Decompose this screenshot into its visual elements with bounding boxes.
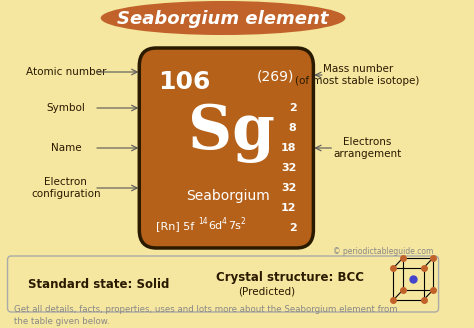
- Text: (269): (269): [257, 70, 294, 84]
- Text: 32: 32: [281, 183, 296, 193]
- Text: © periodictableguide.com: © periodictableguide.com: [333, 248, 433, 256]
- Text: Sg: Sg: [188, 103, 275, 163]
- Text: [Rn] 5f: [Rn] 5f: [156, 221, 194, 231]
- Text: 8: 8: [289, 123, 296, 133]
- FancyBboxPatch shape: [8, 256, 438, 312]
- Text: Mass number
(of most stable isotope): Mass number (of most stable isotope): [295, 64, 420, 86]
- Text: 106: 106: [158, 70, 210, 94]
- Text: Seaborgium element: Seaborgium element: [117, 10, 329, 28]
- Text: Electron
configuration: Electron configuration: [31, 177, 100, 199]
- Text: Crystal structure: BCC: Crystal structure: BCC: [217, 272, 365, 284]
- Text: 18: 18: [281, 143, 296, 153]
- Text: 14: 14: [199, 216, 208, 226]
- Text: 2: 2: [289, 103, 296, 113]
- Text: Get all details, facts, properties, uses and lots more about the Seaborgium elem: Get all details, facts, properties, uses…: [14, 305, 398, 315]
- Text: Electrons
arrangement: Electrons arrangement: [333, 137, 401, 159]
- Text: 6d: 6d: [208, 221, 222, 231]
- Text: 12: 12: [281, 203, 296, 213]
- FancyBboxPatch shape: [139, 48, 313, 248]
- Text: Name: Name: [51, 143, 81, 153]
- Text: 7s: 7s: [228, 221, 241, 231]
- Ellipse shape: [100, 1, 346, 35]
- Text: 2: 2: [289, 223, 296, 233]
- Text: 2: 2: [241, 216, 246, 226]
- Text: (Predicted): (Predicted): [238, 287, 295, 297]
- Text: the table given below.: the table given below.: [14, 318, 110, 326]
- Text: Standard state: Solid: Standard state: Solid: [28, 278, 170, 292]
- Text: Atomic number: Atomic number: [26, 67, 106, 77]
- Text: 32: 32: [281, 163, 296, 173]
- Text: Symbol: Symbol: [46, 103, 85, 113]
- Text: 4: 4: [222, 216, 227, 226]
- Text: Seaborgium: Seaborgium: [186, 189, 270, 203]
